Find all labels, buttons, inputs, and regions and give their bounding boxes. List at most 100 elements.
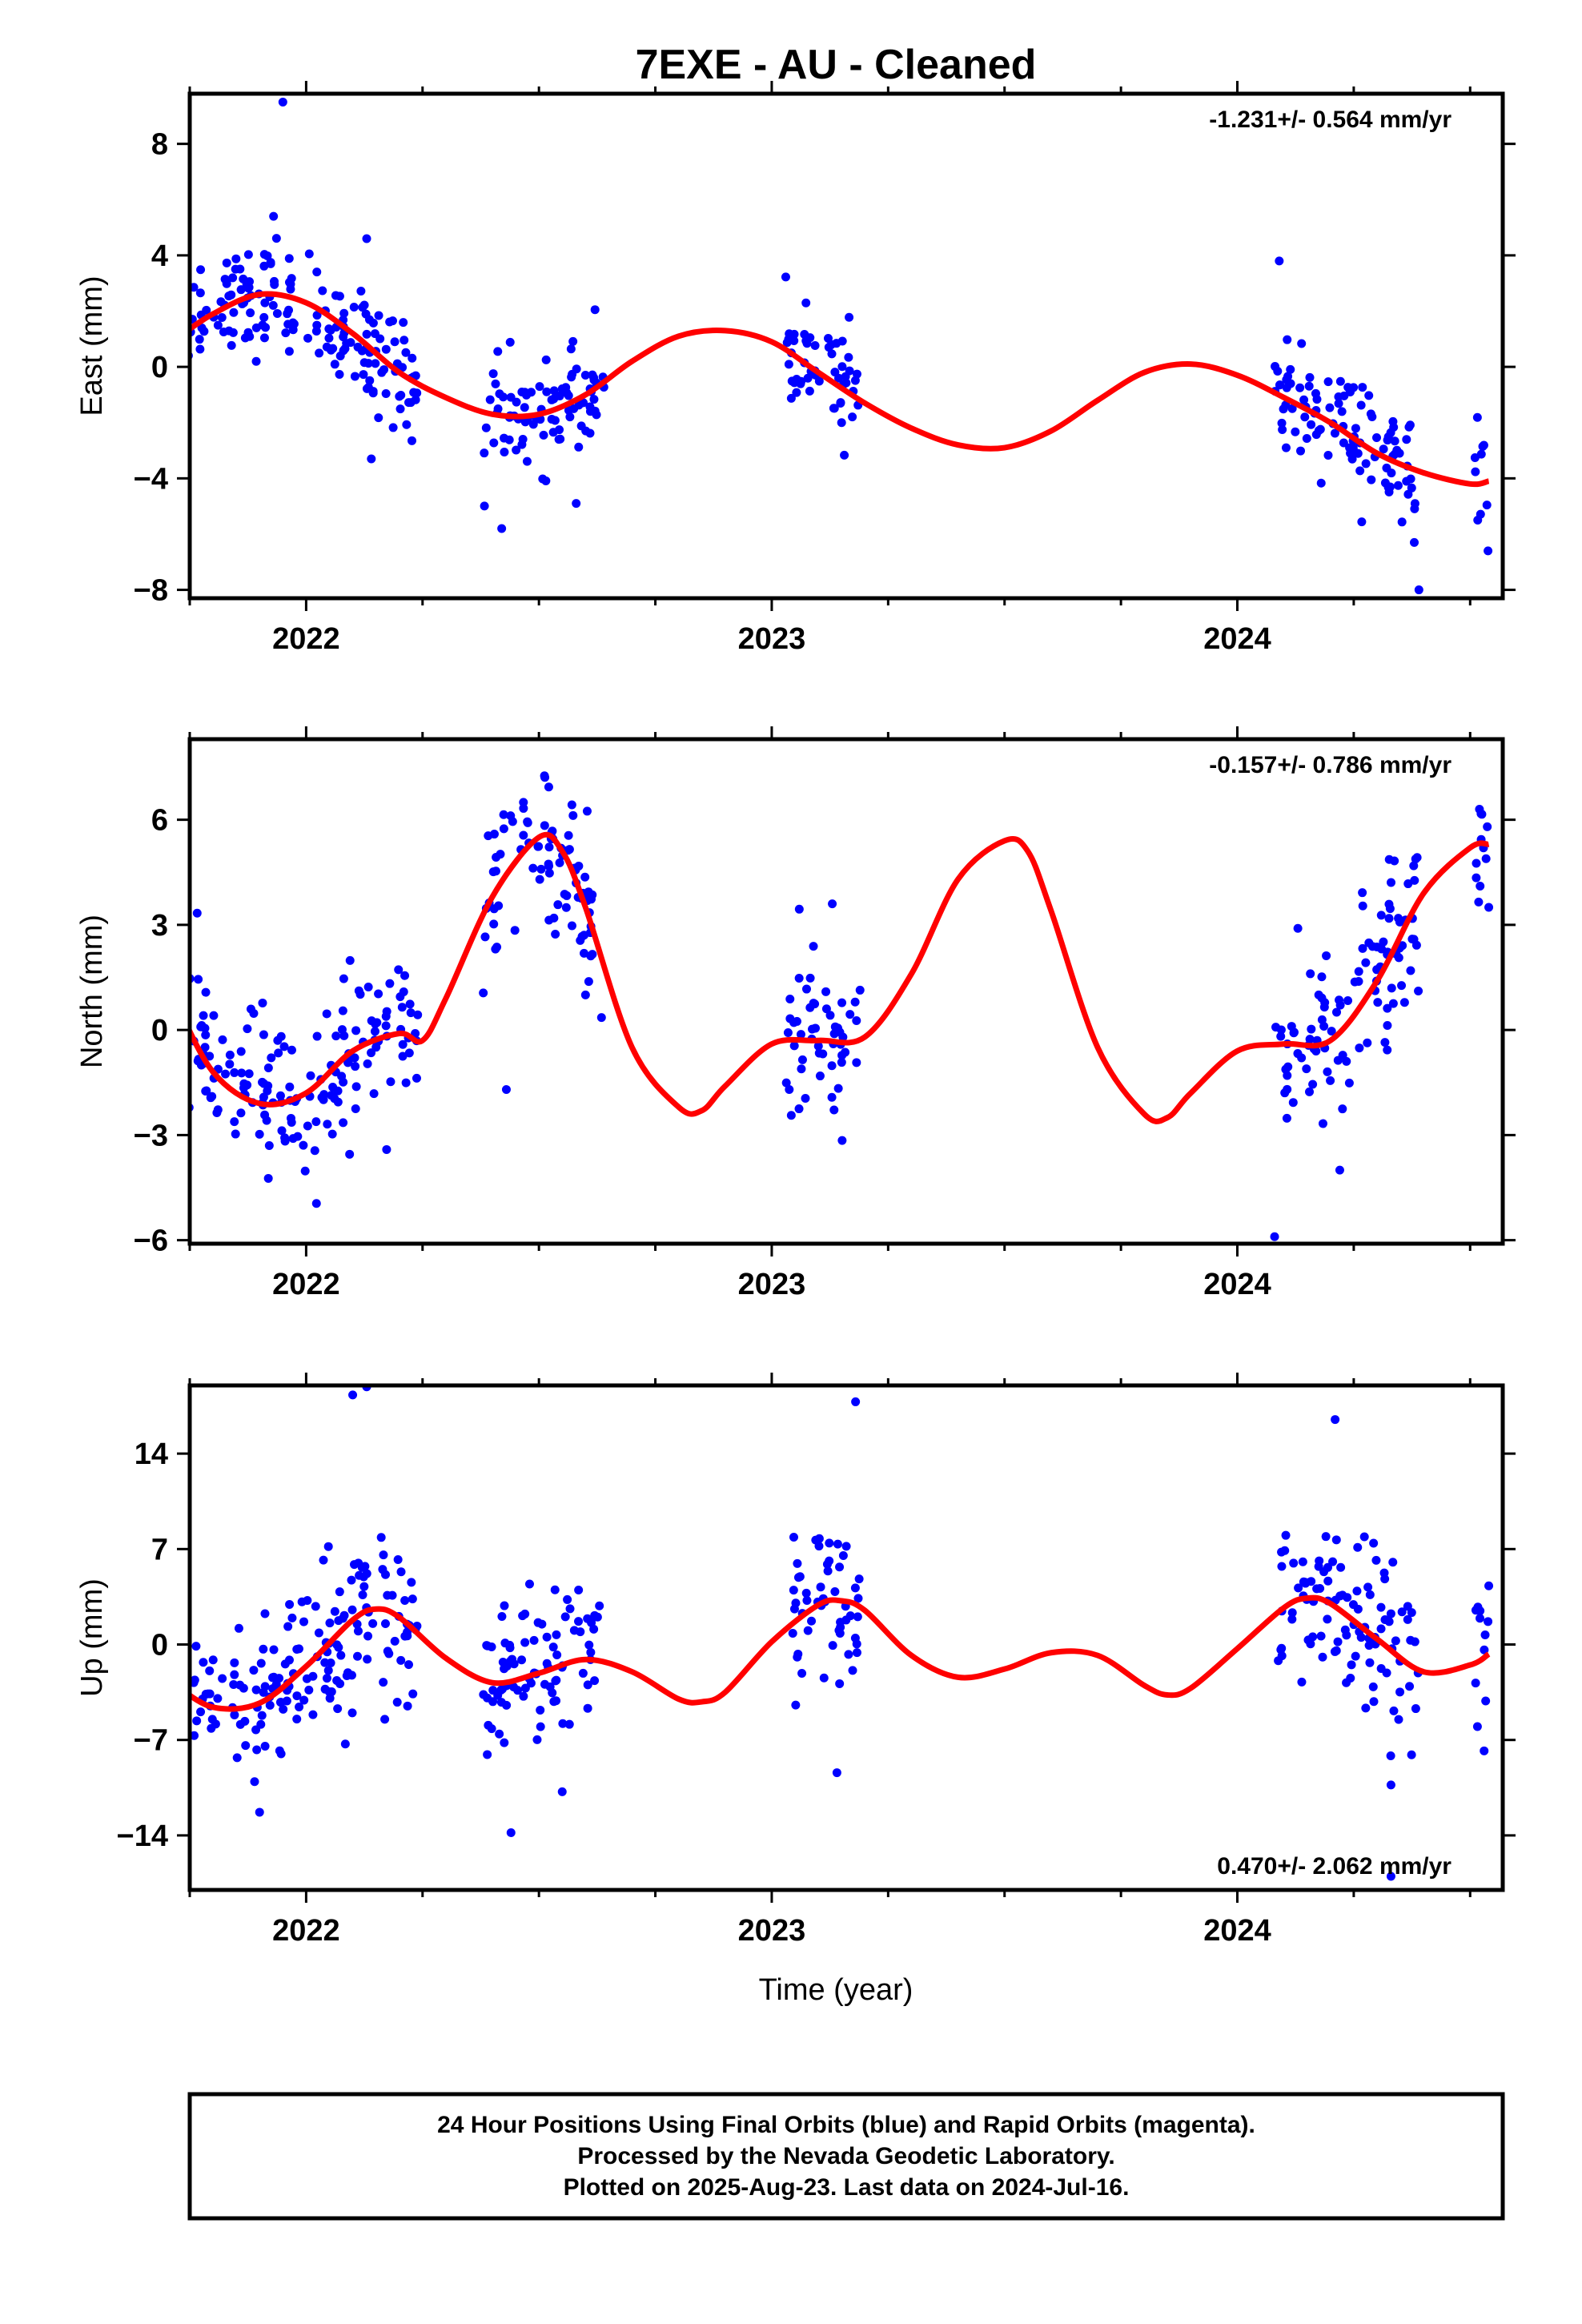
data-point <box>381 1021 391 1031</box>
data-point <box>545 1682 555 1691</box>
data-point <box>590 1610 600 1620</box>
data-point <box>322 1674 331 1683</box>
data-point-outlier <box>269 211 279 221</box>
data-point <box>502 1661 512 1671</box>
data-point <box>201 1030 211 1039</box>
data-point <box>827 1061 837 1071</box>
data-point <box>801 298 811 308</box>
data-point <box>1472 858 1481 868</box>
data-point <box>1387 468 1396 478</box>
data-point <box>1274 1656 1283 1666</box>
data-point <box>499 810 508 819</box>
data-point <box>1358 383 1367 392</box>
data-point <box>1377 944 1387 954</box>
data-point <box>536 1722 545 1731</box>
data-point <box>273 1035 283 1045</box>
data-point <box>845 1010 855 1019</box>
data-point <box>823 333 833 343</box>
data-point <box>1387 983 1396 993</box>
data-point <box>483 1750 492 1759</box>
data-point <box>1273 366 1283 376</box>
data-point <box>583 1680 592 1690</box>
data-point <box>568 810 578 820</box>
data-point <box>330 1094 339 1104</box>
data-point <box>312 1031 322 1041</box>
data-point <box>551 929 560 939</box>
data-point <box>319 1090 329 1100</box>
data-point <box>815 1072 825 1081</box>
data-point <box>1365 1658 1375 1667</box>
data-point <box>565 1604 575 1614</box>
data-point <box>1317 993 1327 1003</box>
data-point <box>322 342 331 352</box>
data-point <box>347 1575 356 1585</box>
data-point <box>821 987 831 996</box>
data-point <box>1283 335 1292 344</box>
data-point <box>390 1636 400 1646</box>
data-point <box>405 999 415 1009</box>
data-point <box>406 1008 416 1018</box>
data-point <box>264 1141 274 1151</box>
data-point <box>1386 1609 1395 1618</box>
data-point <box>359 370 368 380</box>
data-point <box>299 1695 309 1705</box>
data-point <box>323 1120 332 1129</box>
data-point <box>345 955 355 965</box>
footer-line-3: Plotted on 2025-Aug-23. Last data on 202… <box>564 2174 1130 2201</box>
data-point <box>365 376 375 385</box>
data-point <box>830 1587 840 1597</box>
data-point <box>1323 377 1333 387</box>
data-point <box>239 1683 248 1693</box>
data-point <box>390 337 400 347</box>
data-point <box>195 335 204 344</box>
data-point <box>396 1567 406 1577</box>
data-point <box>801 1588 811 1598</box>
data-point <box>569 1626 579 1635</box>
data-point <box>542 1632 552 1642</box>
data-point <box>493 347 503 356</box>
data-point <box>230 1658 239 1667</box>
data-point <box>402 420 412 429</box>
data-point <box>374 413 383 423</box>
data-point <box>330 360 339 369</box>
data-point <box>793 1649 803 1659</box>
data-point <box>374 311 383 320</box>
data-point <box>363 1655 372 1664</box>
data-point <box>218 1035 227 1044</box>
data-point <box>802 1596 812 1606</box>
data-point <box>853 1594 863 1603</box>
data-point-outlier <box>1410 537 1419 547</box>
data-point <box>1388 1558 1398 1567</box>
data-point <box>1476 449 1486 459</box>
data-point <box>791 1700 801 1710</box>
data-point <box>837 1058 846 1068</box>
data-point <box>1307 1024 1316 1034</box>
data-point <box>1410 1637 1419 1647</box>
data-point <box>574 1586 584 1595</box>
data-point <box>224 326 234 336</box>
data-point <box>1380 1038 1390 1047</box>
data-point <box>230 1710 239 1719</box>
data-point <box>243 283 253 293</box>
data-point <box>1390 436 1399 446</box>
data-point <box>1373 998 1383 1007</box>
data-point <box>509 1659 519 1669</box>
data-point <box>260 1682 270 1691</box>
data-point <box>838 1551 848 1561</box>
data-point <box>359 1582 369 1591</box>
data-point <box>544 915 554 925</box>
data-point <box>331 1031 341 1041</box>
data-point <box>1294 1583 1303 1593</box>
data-point <box>382 1007 391 1016</box>
data-point <box>258 320 267 330</box>
data-point <box>1484 1617 1493 1626</box>
data-point <box>1349 383 1359 392</box>
data-point <box>853 1612 862 1622</box>
data-point <box>791 1598 801 1608</box>
data-point <box>1403 1614 1412 1624</box>
data-point <box>1358 943 1367 953</box>
data-point <box>404 1660 414 1670</box>
data-point <box>399 987 408 996</box>
data-point <box>274 1048 283 1058</box>
